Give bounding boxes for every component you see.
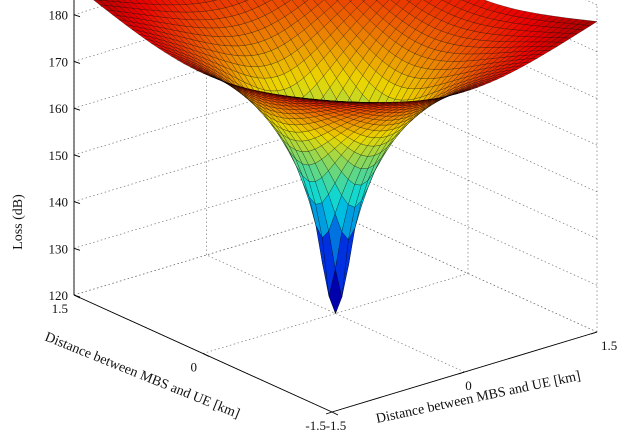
y-tick-mark	[591, 332, 597, 334]
grid-line	[339, 168, 597, 285]
z-tick-label: 170	[49, 54, 69, 69]
y-axis-label: Distance between MBS and UE [km]	[43, 330, 242, 422]
x-tick-label: 0	[191, 360, 198, 375]
x-tick-mark	[332, 412, 338, 415]
y-tick-label: -1.5	[326, 418, 347, 433]
z-tick-mark	[74, 61, 80, 63]
y-tick-label: 1.5	[601, 338, 617, 353]
z-tick-label: 130	[49, 241, 69, 256]
z-tick-mark	[74, 202, 80, 204]
x-axis-label: Distance between MBS and UE [km]	[375, 369, 582, 427]
grid-line	[74, 168, 339, 248]
y-tick-label: 0	[465, 378, 472, 393]
y-tick-mark	[326, 412, 332, 414]
z-tick-label: 150	[49, 148, 69, 163]
x-tick-mark	[203, 354, 209, 357]
z-tick-mark	[74, 108, 80, 110]
z-tick-label: 160	[49, 101, 69, 116]
z-tick-mark	[74, 248, 80, 250]
z-tick-label: 140	[49, 195, 69, 210]
z-tick-label: 180	[49, 8, 69, 23]
x-tick-label: -1.5	[305, 418, 326, 433]
z-axis-label: Loss (dB)	[11, 194, 26, 250]
x-tick-label: 1.5	[52, 301, 68, 316]
z-tick-mark	[74, 155, 80, 157]
y-tick-mark	[459, 372, 465, 374]
loss-surface	[74, 0, 597, 314]
z-tick-mark	[74, 15, 80, 17]
